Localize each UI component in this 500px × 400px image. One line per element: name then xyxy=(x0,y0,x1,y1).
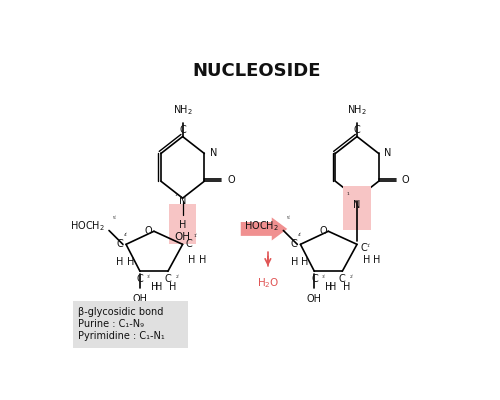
Text: C: C xyxy=(354,125,360,135)
Text: H: H xyxy=(151,282,158,292)
Text: $_{1'}$: $_{1'}$ xyxy=(366,243,372,250)
Text: $^{3'}$: $^{3'}$ xyxy=(320,274,326,280)
Text: C: C xyxy=(360,243,367,253)
Text: C: C xyxy=(179,125,186,135)
Text: N: N xyxy=(210,148,217,158)
Text: H: H xyxy=(116,257,124,267)
Bar xyxy=(74,300,188,348)
Text: C: C xyxy=(136,274,143,284)
Text: β-glycosidic bond: β-glycosidic bond xyxy=(78,307,164,317)
Text: HOCH$_2$: HOCH$_2$ xyxy=(70,219,104,233)
Text: H$_2$O: H$_2$O xyxy=(256,277,279,290)
Text: H: H xyxy=(362,255,370,265)
Text: OH: OH xyxy=(307,294,322,304)
Text: NH$_2$: NH$_2$ xyxy=(172,104,193,117)
Text: $^{5'}$: $^{5'}$ xyxy=(286,216,292,221)
Text: O: O xyxy=(319,226,327,236)
Text: $^{3'}$: $^{3'}$ xyxy=(146,274,152,280)
Text: H: H xyxy=(199,255,206,265)
Text: C: C xyxy=(311,274,318,284)
Text: C: C xyxy=(186,239,192,249)
Text: $^1$: $^1$ xyxy=(346,192,351,197)
Text: H: H xyxy=(188,255,196,265)
Text: $^{5'}$: $^{5'}$ xyxy=(112,216,118,221)
Text: H: H xyxy=(374,255,381,265)
Text: HOCH$_2$: HOCH$_2$ xyxy=(244,219,278,233)
Text: H: H xyxy=(179,220,186,230)
Text: $_{1'}$: $_{1'}$ xyxy=(192,232,198,240)
Text: OH: OH xyxy=(174,232,190,242)
Text: C: C xyxy=(164,274,172,284)
Text: $^{2'}$: $^{2'}$ xyxy=(349,274,355,280)
Text: $^{2'}$: $^{2'}$ xyxy=(175,274,180,280)
Text: H: H xyxy=(302,257,309,267)
Text: C: C xyxy=(290,239,298,249)
Text: NH$_2$: NH$_2$ xyxy=(347,104,367,117)
Text: H: H xyxy=(330,282,336,292)
Text: O: O xyxy=(145,226,152,236)
Text: N: N xyxy=(384,148,392,158)
Text: C: C xyxy=(339,274,345,284)
Text: C: C xyxy=(116,239,123,249)
Bar xyxy=(343,207,371,230)
Text: NUCLEOSIDE: NUCLEOSIDE xyxy=(192,62,320,80)
Text: O: O xyxy=(402,175,409,185)
Text: H: H xyxy=(127,257,134,267)
Text: N: N xyxy=(179,196,186,206)
Bar xyxy=(170,204,196,244)
Text: Purine : C₁-N₉: Purine : C₁-N₉ xyxy=(78,319,144,329)
Text: $^1$: $^1$ xyxy=(174,192,178,198)
Text: H: H xyxy=(290,257,298,267)
Text: $_{4'}$: $_{4'}$ xyxy=(123,232,128,239)
Text: $_{4'}$: $_{4'}$ xyxy=(298,232,303,239)
Text: H: H xyxy=(343,282,350,292)
Text: OH: OH xyxy=(132,294,148,304)
FancyArrow shape xyxy=(241,218,287,240)
Text: O: O xyxy=(228,175,235,185)
Text: N: N xyxy=(354,200,360,210)
Text: H: H xyxy=(155,282,162,292)
Text: Pyrimidine : C₁-N₁: Pyrimidine : C₁-N₁ xyxy=(78,331,165,341)
Text: H: H xyxy=(325,282,332,292)
Text: H: H xyxy=(169,282,176,292)
Bar xyxy=(343,186,371,228)
